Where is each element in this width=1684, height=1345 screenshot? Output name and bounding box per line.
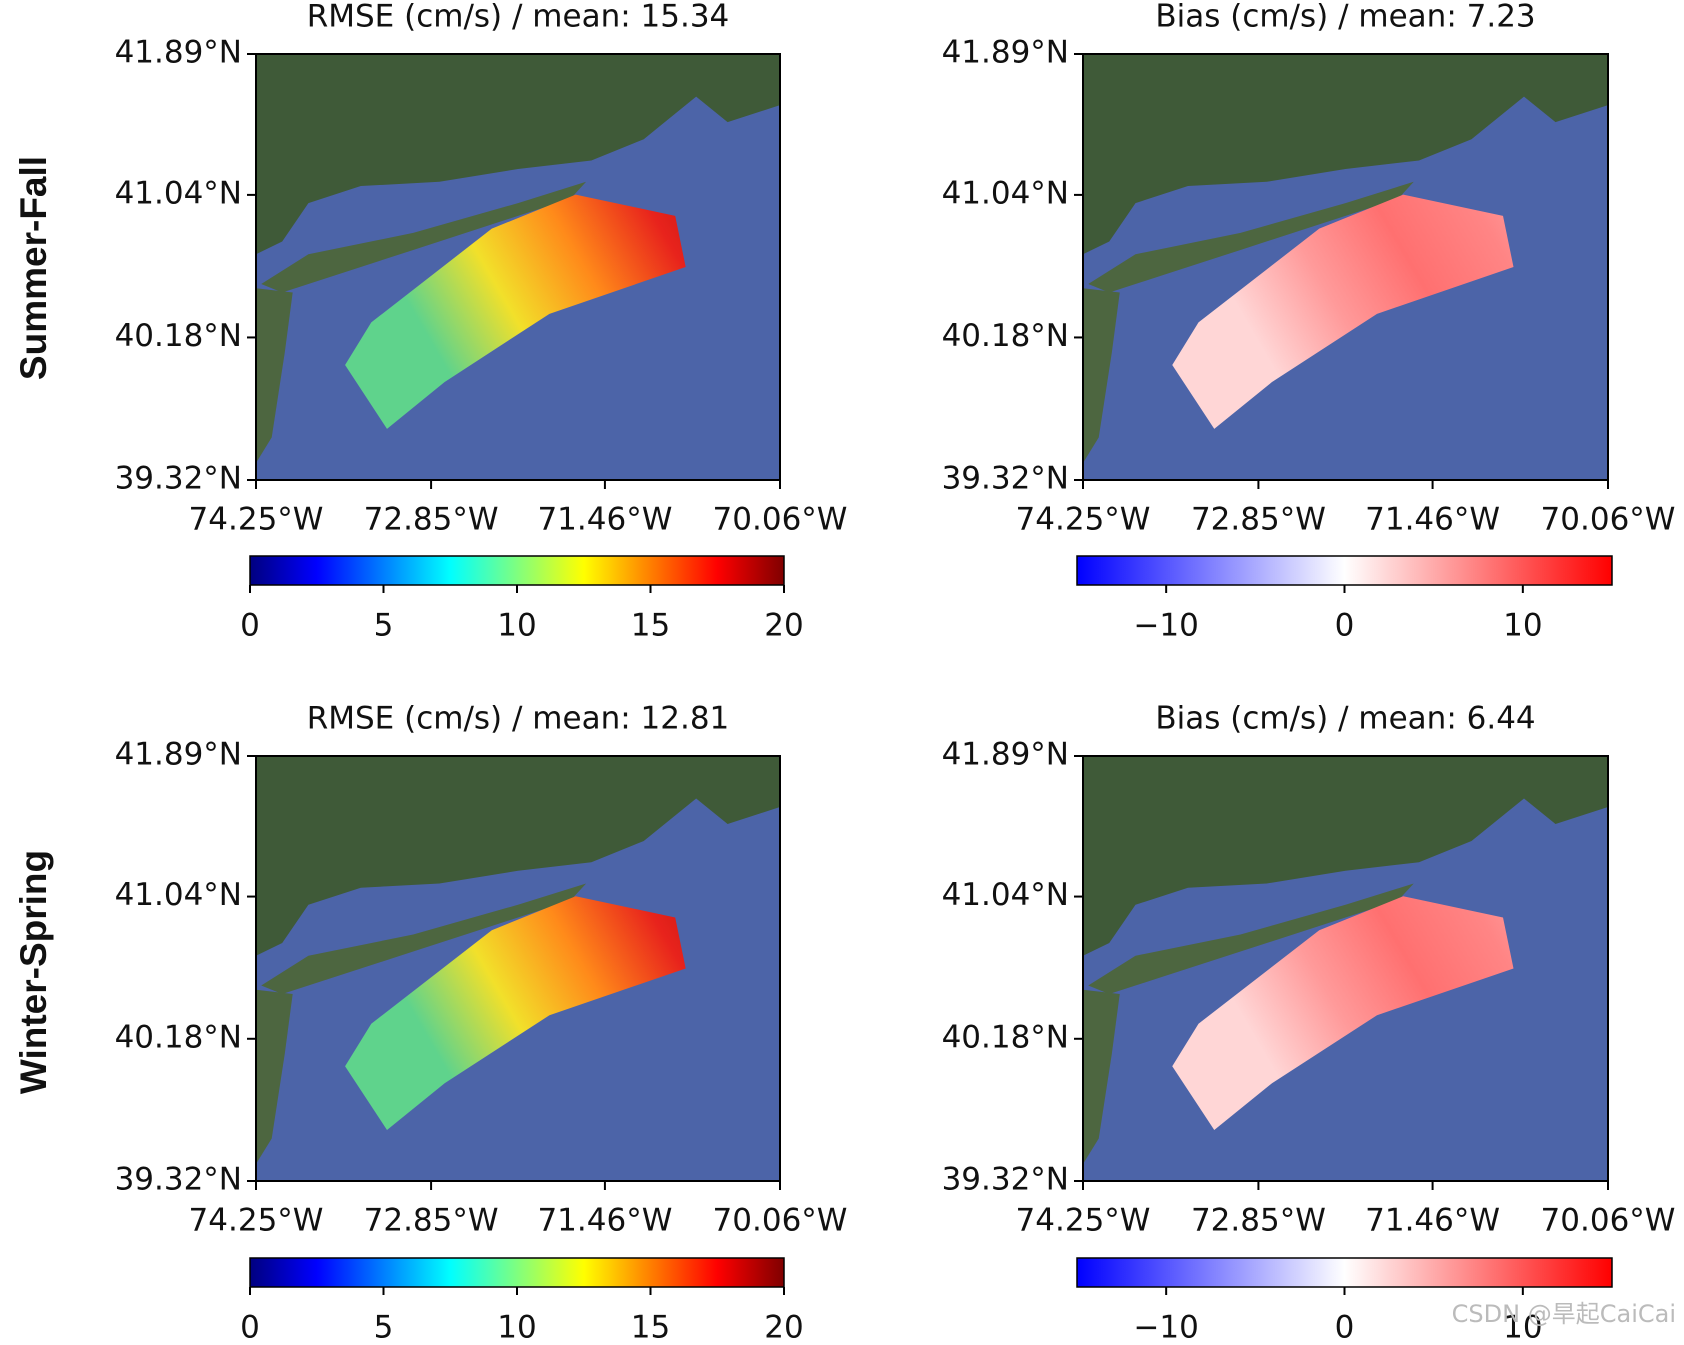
y-tick-label: 41.04°N (942, 877, 1069, 913)
y-tick-label: 41.04°N (115, 175, 242, 211)
y-tick-label: 41.89°N (942, 737, 1069, 773)
data-field (1172, 194, 1514, 429)
x-tick-label: 70.06°W (713, 502, 848, 538)
colorbar-tick-label: −10 (1133, 1310, 1198, 1345)
x-tick-label: 74.25°W (189, 502, 324, 538)
colorbar-tick-label: 5 (374, 1310, 394, 1345)
x-tick-label: 72.85°W (364, 1203, 499, 1239)
map-land (1088, 181, 1414, 293)
x-tick-label: 71.46°W (537, 502, 672, 538)
colorbar-tick-label: 20 (764, 608, 803, 644)
y-tick-label: 39.32°N (115, 461, 242, 497)
y-tick-label: 41.04°N (942, 175, 1069, 211)
x-tick-label: 72.85°W (1191, 502, 1326, 538)
colorbar (249, 1257, 785, 1288)
map-land (261, 883, 587, 994)
map-land (1088, 883, 1414, 994)
map-land (1083, 54, 1608, 255)
colorbar-tick-label: 0 (1335, 1310, 1355, 1345)
data-field (345, 194, 686, 429)
y-tick-label: 41.04°N (115, 877, 242, 913)
axes-frame (255, 53, 781, 481)
panel-title: Bias (cm/s) / mean: 6.44 (1155, 701, 1535, 737)
colorbar-tick-label: 20 (764, 1310, 803, 1345)
map-land (1083, 989, 1120, 1164)
row-label: Winter-Spring (13, 850, 54, 1094)
colorbar-tick-label: 10 (1503, 608, 1542, 644)
y-tick-label: 39.32°N (942, 461, 1069, 497)
colorbar (1076, 1257, 1613, 1288)
x-tick-label: 72.85°W (1191, 1203, 1326, 1239)
colorbar-tick-label: 0 (1335, 608, 1355, 644)
y-tick-label: 39.32°N (942, 1162, 1069, 1198)
colorbar (1076, 555, 1613, 586)
axes-frame (1082, 755, 1609, 1182)
x-tick-label: 71.46°W (1365, 502, 1500, 538)
panel-title: RMSE (cm/s) / mean: 12.81 (307, 701, 730, 737)
axes-frame (255, 755, 781, 1182)
y-tick-label: 41.89°N (942, 35, 1069, 71)
colorbar-tick-label: 5 (374, 608, 394, 644)
map-land (256, 756, 780, 956)
x-tick-label: 74.25°W (189, 1203, 324, 1239)
y-tick-label: 41.89°N (115, 35, 242, 71)
colorbar-tick-label: 10 (1503, 1310, 1542, 1345)
colorbar-tick-label: −10 (1133, 608, 1198, 644)
colorbar-tick-label: 0 (240, 608, 260, 644)
colorbar-tick-label: 15 (631, 1310, 670, 1345)
x-tick-label: 70.06°W (713, 1203, 848, 1239)
axes-frame (1082, 53, 1609, 481)
map-land (256, 989, 293, 1164)
map-land (1083, 288, 1120, 463)
panel-title: RMSE (cm/s) / mean: 15.34 (307, 0, 730, 35)
watermark: CSDN @旱起CaiCai (1452, 1300, 1676, 1328)
colorbar (249, 555, 785, 586)
y-tick-label: 40.18°N (942, 1019, 1069, 1055)
map-land (1083, 756, 1608, 956)
panel-title: Bias (cm/s) / mean: 7.23 (1155, 0, 1535, 35)
y-tick-label: 39.32°N (115, 1162, 242, 1198)
data-field (1172, 896, 1514, 1130)
y-tick-label: 41.89°N (115, 737, 242, 773)
y-tick-label: 40.18°N (115, 1019, 242, 1055)
x-tick-label: 74.25°W (1016, 1203, 1151, 1239)
y-tick-label: 40.18°N (942, 318, 1069, 354)
colorbar-tick-label: 0 (240, 1310, 260, 1345)
y-tick-label: 40.18°N (115, 318, 242, 354)
x-tick-label: 71.46°W (537, 1203, 672, 1239)
x-tick-label: 70.06°W (1541, 1203, 1676, 1239)
map-land (256, 288, 293, 463)
x-tick-label: 71.46°W (1365, 1203, 1500, 1239)
colorbar-tick-label: 15 (631, 608, 670, 644)
map-land (256, 54, 780, 255)
colorbar-tick-label: 10 (497, 608, 536, 644)
data-field (345, 896, 686, 1130)
row-label: Summer-Fall (13, 156, 54, 380)
x-tick-label: 74.25°W (1016, 502, 1151, 538)
x-tick-label: 70.06°W (1541, 502, 1676, 538)
map-land (261, 181, 587, 293)
colorbar-tick-label: 10 (497, 1310, 536, 1345)
x-tick-label: 72.85°W (364, 502, 499, 538)
